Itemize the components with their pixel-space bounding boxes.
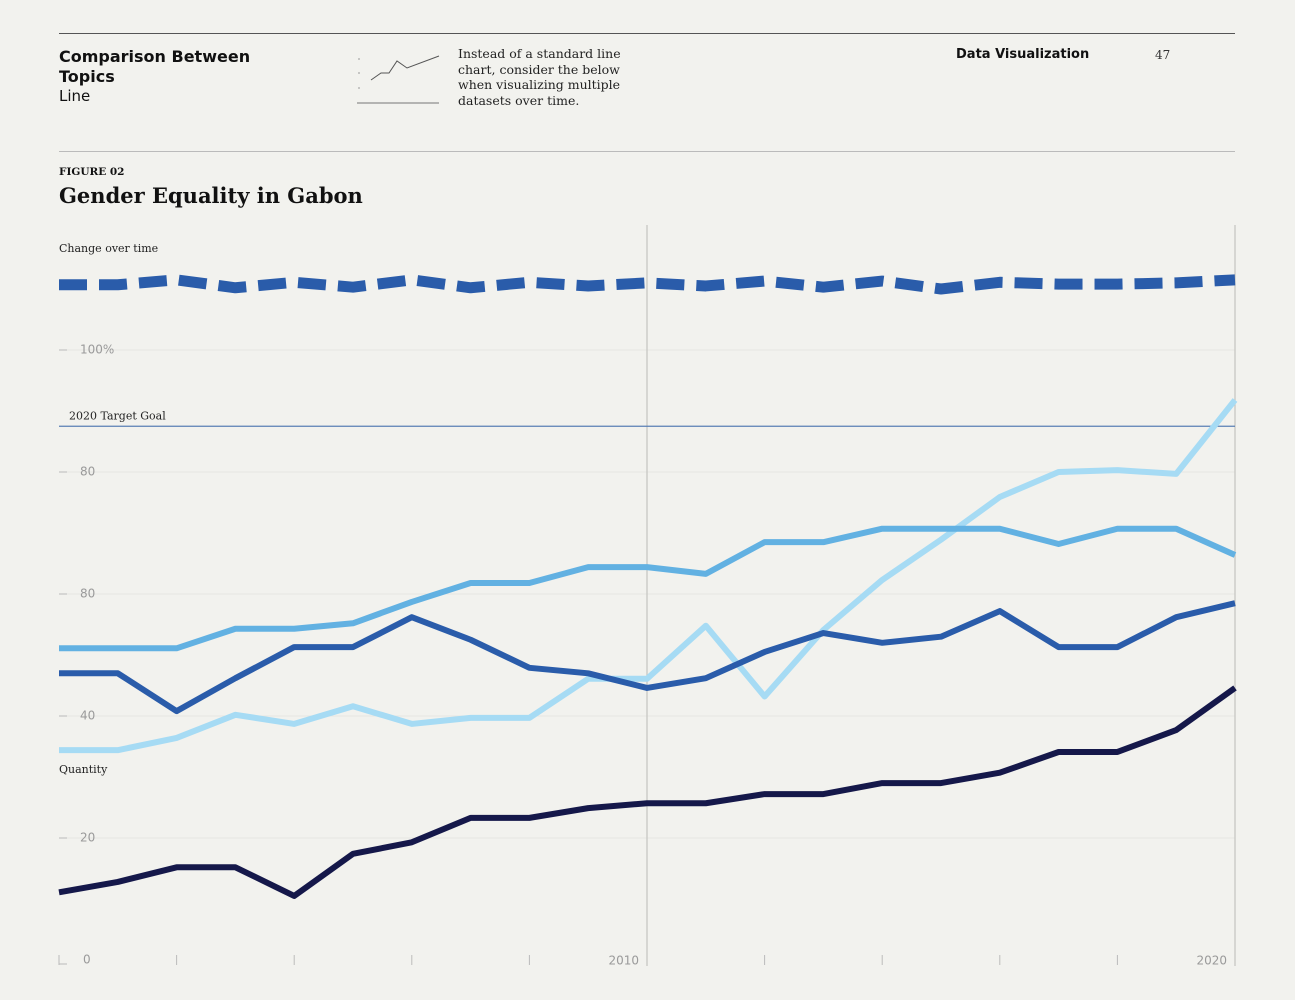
x-tick-label: 2010 [608, 954, 639, 968]
y-tick-label: 40 [80, 709, 95, 723]
section-rule [59, 151, 1235, 152]
data-line [58, 685, 1237, 899]
target-label: 2020 Target Goal [69, 409, 166, 422]
header-subtitle: Line [59, 87, 91, 105]
header-description: Instead of a standard line chart, consid… [458, 46, 621, 108]
y-tick-label: 80 [80, 587, 95, 601]
data-line [59, 274, 1236, 295]
y-tick-label: 0 [83, 953, 91, 967]
data-line [59, 398, 1238, 754]
section-name: Data Visualization [956, 47, 1090, 62]
y-tick-label: 20 [80, 831, 95, 845]
header-title: Comparison Between Topics [59, 47, 251, 86]
figure-label: FIGURE 02 [59, 166, 125, 178]
page-number: 47 [1155, 48, 1171, 62]
y-tick-label: 100% [80, 343, 114, 357]
data-line [59, 600, 1236, 715]
y-tick-label: 80 [80, 465, 95, 479]
annotation: Quantity [59, 763, 108, 776]
chart-title: Gender Equality in Gabon [59, 183, 363, 208]
x-tick-label: 2020 [1196, 954, 1227, 968]
data-line [59, 525, 1237, 652]
sparkline-icon [357, 55, 440, 104]
top-rule [59, 33, 1235, 34]
annotation: Change over time [59, 242, 158, 255]
